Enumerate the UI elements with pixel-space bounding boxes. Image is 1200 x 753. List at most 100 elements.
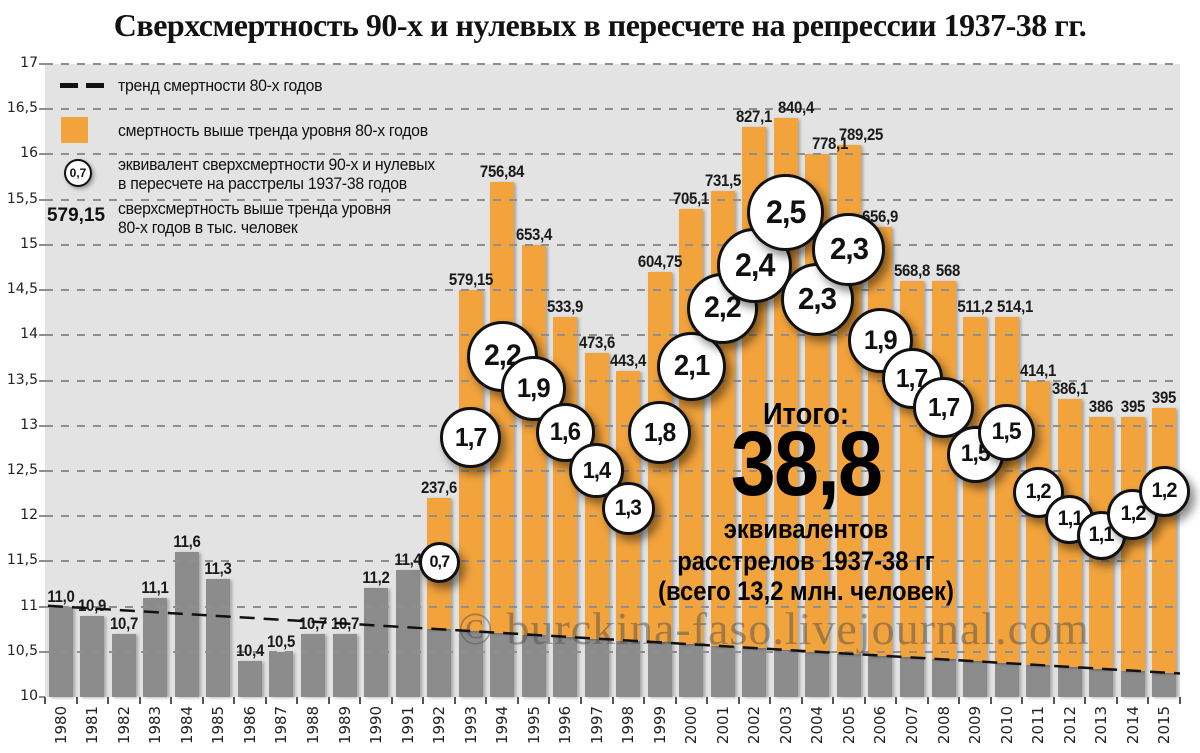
- y-axis-label: 14,5: [6, 281, 38, 298]
- bar-label-1999: 604,75: [637, 251, 682, 271]
- bar-base-2005: [836, 653, 861, 697]
- year-label-2012: 2012: [1060, 705, 1079, 745]
- excess-bar-swatch: [61, 117, 88, 143]
- bar-base-2010: [994, 663, 1019, 697]
- bar-1982: [111, 633, 136, 697]
- gridline: [45, 243, 1180, 246]
- y-axis-tick: [39, 696, 45, 698]
- bar-1986: [237, 660, 262, 697]
- year-label-2010: 2010: [997, 705, 1016, 745]
- bar-base-2003: [773, 649, 798, 697]
- x-axis-tick: [1021, 697, 1024, 704]
- gridline: [45, 108, 1180, 111]
- x-axis-tick: [1084, 697, 1087, 704]
- year-label-2005: 2005: [839, 705, 858, 745]
- gridline: [45, 198, 1180, 201]
- y-axis-label: 14: [20, 326, 38, 343]
- bar-excess-2006: [868, 226, 893, 656]
- year-label-1992: 1992: [430, 705, 449, 745]
- total-line3: (всего 13,2 млн. человек): [658, 576, 954, 606]
- x-axis-tick: [390, 697, 393, 704]
- year-label-2000: 2000: [682, 705, 701, 745]
- gridline: [45, 560, 1180, 563]
- total-line1: эквивалентов: [723, 514, 889, 544]
- y-axis-label: 10: [20, 688, 38, 704]
- bar-label-2007: 568,8: [893, 261, 931, 281]
- x-axis-tick: [800, 697, 803, 704]
- equiv-circle-value: 1,1: [1057, 507, 1083, 530]
- y-axis-label: 12,5: [6, 461, 38, 478]
- y-axis-tick: [39, 153, 45, 156]
- bar-label-1987: 10,5: [267, 631, 296, 651]
- year-label-1985: 1985: [209, 705, 228, 745]
- equiv-circle-value: 1,8: [644, 416, 676, 447]
- y-axis-tick: [39, 198, 45, 201]
- y-axis-label: 13,5: [6, 371, 38, 388]
- equiv-circle-value: 1,4: [582, 456, 611, 483]
- equiv-circle-value: 2,5: [766, 193, 806, 230]
- year-label-1996: 1996: [556, 705, 575, 745]
- year-label-1984: 1984: [177, 705, 196, 745]
- bar-base-2014: [1120, 670, 1145, 697]
- equiv-circle-value: 2,1: [673, 349, 710, 382]
- watermark: © burckina-faso.livejournal.com: [458, 603, 1090, 654]
- bar-label-1992: 237,6: [421, 478, 458, 498]
- y-axis-label: 11,5: [6, 552, 38, 569]
- y-axis-label: 16,5: [6, 100, 38, 117]
- equiv-circle-1992: 0,7: [418, 541, 460, 583]
- x-axis-tick: [422, 697, 425, 704]
- bar-label-2012: 386,1: [1051, 378, 1088, 398]
- bar-label-1996: 533,9: [547, 297, 584, 317]
- x-axis-tick: [769, 697, 772, 704]
- bar-base-2006: [868, 655, 893, 697]
- bar-label-2000: 705,1: [673, 188, 710, 208]
- x-axis-tick: [327, 697, 330, 704]
- bar-label-1982: 10,7: [109, 613, 138, 633]
- bar-1984: [174, 552, 199, 697]
- x-axis-tick: [579, 697, 582, 704]
- x-axis-tick: [737, 697, 740, 704]
- thousands-sample-value: 579,15: [46, 205, 106, 226]
- year-label-2003: 2003: [776, 705, 795, 745]
- equiv-circle-swatch-value: 0,7: [69, 166, 87, 180]
- gridline: [45, 63, 1180, 65]
- bar-base-1992: [427, 629, 452, 697]
- year-label-2014: 2014: [1123, 705, 1142, 745]
- bar-label-1983: 11,1: [141, 577, 170, 597]
- y-axis-tick: [39, 560, 45, 563]
- year-label-2015: 2015: [1155, 705, 1174, 745]
- bar-base-2012: [1057, 666, 1082, 697]
- equiv-circle-swatch: 0,7: [64, 159, 92, 187]
- x-axis-tick: [863, 697, 866, 704]
- chart-title: Сверхсмертность 90-х и нулевых в пересче…: [113, 7, 1087, 43]
- year-label-2001: 2001: [713, 705, 732, 745]
- equiv-circle-1999: 1,8: [628, 400, 692, 464]
- legend-trend-label: тренд смертности 80-х годов: [118, 76, 323, 95]
- year-label-2006: 2006: [871, 705, 890, 745]
- bar-excess-2015: [1152, 407, 1177, 673]
- y-axis-label: 15,5: [6, 190, 38, 207]
- x-axis-tick: [44, 697, 46, 704]
- x-axis-tick: [1179, 697, 1181, 704]
- bar-1983: [143, 597, 168, 697]
- bar-label-1998: 443,4: [610, 351, 647, 371]
- year-label-2008: 2008: [934, 705, 953, 745]
- total-line2: расстрелов 1937-38 гг: [677, 546, 935, 576]
- x-axis-tick: [233, 697, 236, 704]
- bar-label-1989: 10,7: [330, 613, 359, 633]
- year-label-1990: 1990: [367, 705, 386, 745]
- year-label-2013: 2013: [1092, 705, 1111, 745]
- bar-1985: [206, 579, 231, 697]
- y-axis-label: 12: [20, 507, 38, 524]
- year-label-1982: 1982: [114, 705, 133, 745]
- equiv-circle-2015: 1,2: [1138, 465, 1190, 517]
- bar-label-2003: 840,4: [777, 98, 814, 118]
- year-label-1989: 1989: [335, 705, 354, 745]
- year-label-1983: 1983: [146, 705, 165, 745]
- year-label-1987: 1987: [272, 705, 291, 745]
- gridline: [45, 334, 1180, 337]
- equiv-circle-2010: 1,5: [978, 403, 1036, 461]
- equiv-circle-value: 1,1: [1088, 523, 1115, 546]
- legend-thousands-label: сверхсмертность выше тренда уровня 80-х г…: [118, 199, 391, 237]
- gridline: [45, 379, 1180, 382]
